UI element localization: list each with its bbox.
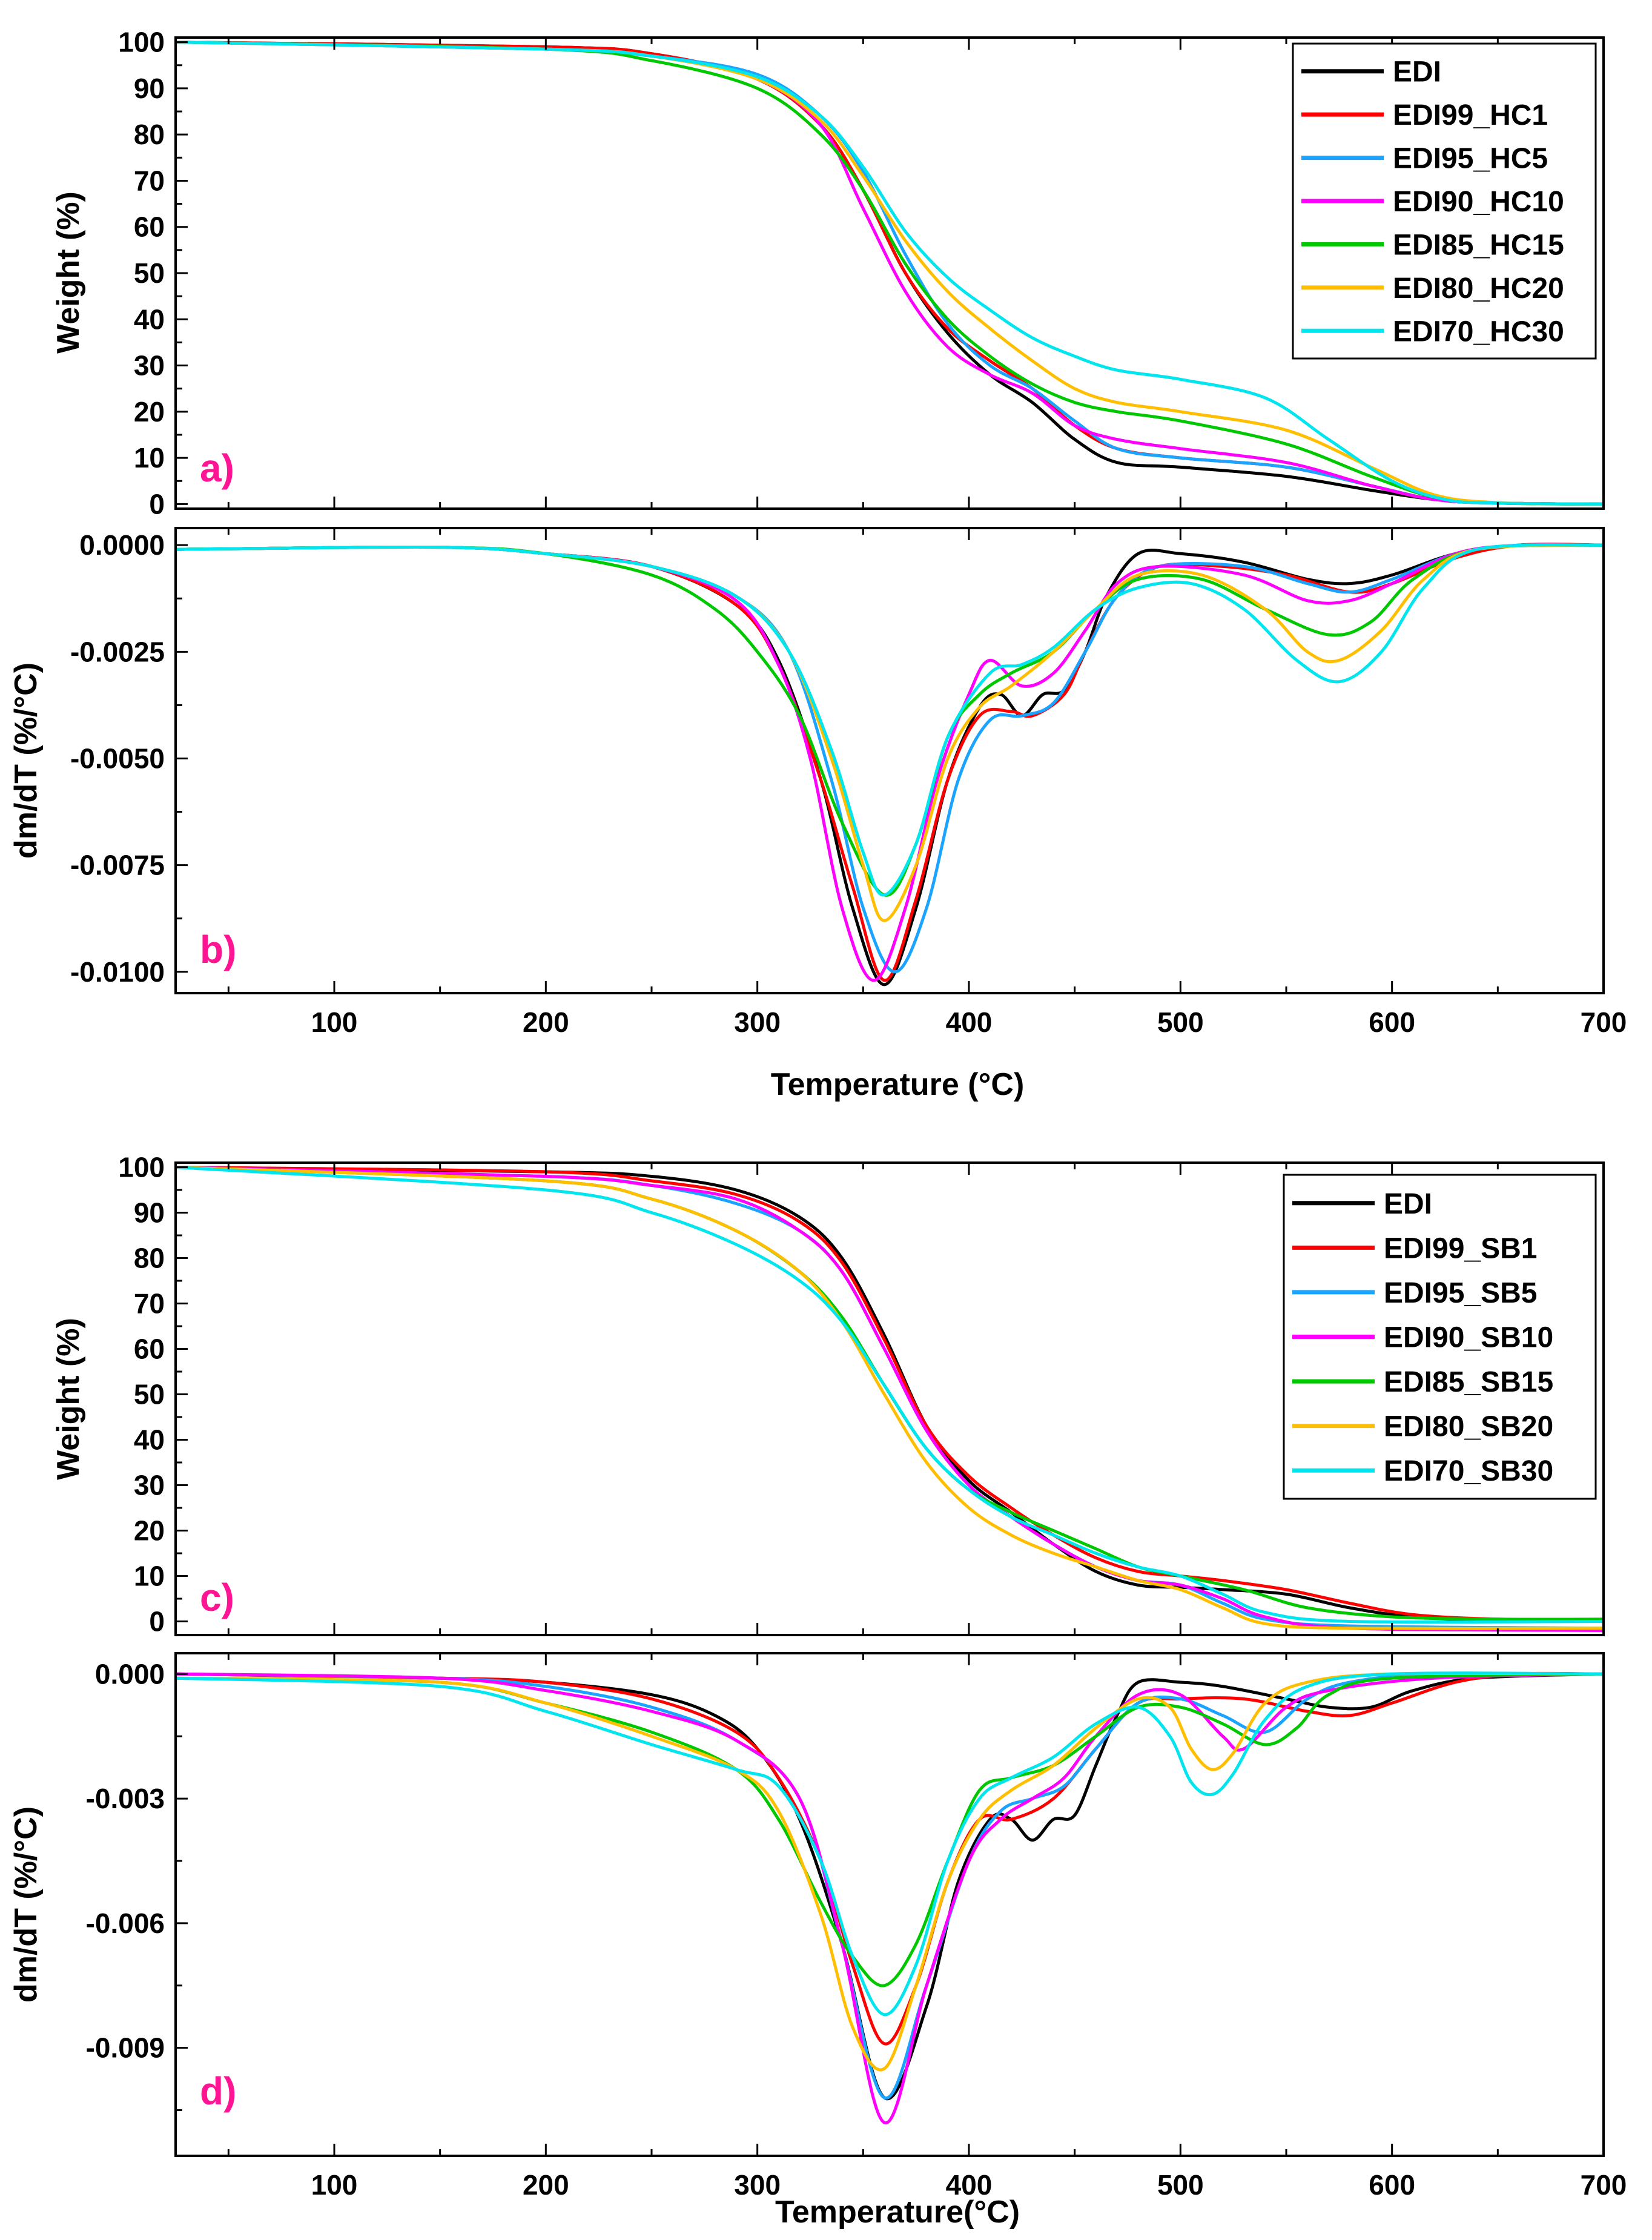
legend: EDI EDI99_HC1 EDI95_HC5 EDI90_HC10 EDI85_HC1… xyxy=(1292,42,1597,360)
x-tick-label: 500 xyxy=(1157,1006,1204,1038)
plot-frame xyxy=(174,527,1605,994)
x-tick-label: 300 xyxy=(734,2169,781,2201)
y-tick-label: 90 xyxy=(134,1197,165,1229)
y-tick-label: -0.003 xyxy=(86,1783,165,1814)
y-tick-label: 10 xyxy=(134,1561,165,1592)
series-line-edi70-sb30 xyxy=(176,1671,1604,2017)
x-tick-label: 700 xyxy=(1581,1006,1627,1038)
y-tick-label: 80 xyxy=(134,1243,165,1274)
x-tick-label: 300 xyxy=(734,1006,781,1038)
y-tick-label: 30 xyxy=(134,350,165,382)
y-tick-label: -0.0025 xyxy=(70,636,165,667)
x-tick-label: 500 xyxy=(1157,2169,1204,2201)
y-tick-label: 20 xyxy=(134,396,165,428)
panel-label: a) xyxy=(200,446,234,490)
legend-entry: EDI90_HC10 xyxy=(1393,186,1564,218)
panel-label: d) xyxy=(200,2069,236,2113)
y-axis-title: dm/dT (%/°C) xyxy=(8,1806,44,2003)
y-tick-label: 50 xyxy=(134,257,165,289)
y-tick-label: -0.0075 xyxy=(70,850,165,881)
y-tick-label: 100 xyxy=(118,27,165,58)
y-axis-title: Weight (%) xyxy=(51,1318,86,1480)
y-tick-label: 60 xyxy=(134,211,165,243)
series-line-edi99-sb1 xyxy=(176,1166,1604,1622)
legend-entry: EDI99_SB1 xyxy=(1384,1232,1537,1264)
panel-d: 100 200 300 400 500 600 700 0.000 -0.003 -0.006 -0… xyxy=(8,1652,1627,2201)
x-tick-label: 600 xyxy=(1369,2169,1415,2201)
panel-label: b) xyxy=(200,928,236,971)
series-line-edi70-hc30 xyxy=(176,41,1604,506)
x-tick-label: 400 xyxy=(946,1006,993,1038)
series-line-edi xyxy=(176,1672,1604,2101)
x-axis-title-bottom: Temperature(°C) xyxy=(775,2195,1020,2230)
series-line-edi70-hc30 xyxy=(176,543,1604,897)
legend-entry: EDI99_HC1 xyxy=(1393,99,1548,131)
series-line-edi70-sb30 xyxy=(176,1166,1604,1624)
y-tick-label: -0.0100 xyxy=(70,956,165,988)
y-axis-title: Weight (%) xyxy=(51,191,86,354)
panel-label: c) xyxy=(200,1576,234,1619)
legend-entry: EDI85_SB15 xyxy=(1384,1366,1553,1398)
x-tick-label: 200 xyxy=(523,2169,569,2201)
y-tick-label: 0.0000 xyxy=(79,529,165,561)
panel-b: 100 200 300 400 500 600 700 0.0000 -0.0025 -0.005… xyxy=(8,527,1627,1038)
y-tick-label: 50 xyxy=(134,1379,165,1410)
x-tick-label: 700 xyxy=(1581,2169,1627,2201)
x-tick-label: 100 xyxy=(311,2169,358,2201)
legend-entry: EDI95_SB5 xyxy=(1384,1277,1537,1309)
legend-entry: EDI70_SB30 xyxy=(1384,1455,1553,1487)
legend-entry: EDI80_SB20 xyxy=(1384,1411,1553,1443)
x-tick-label: 100 xyxy=(311,1006,358,1038)
x-tick-label: 600 xyxy=(1369,1006,1415,1038)
y-tick-label: -0.006 xyxy=(86,1908,165,1939)
y-tick-label: 0 xyxy=(149,1606,165,1637)
legend-entry: EDI70_HC30 xyxy=(1393,316,1564,348)
legend: EDI EDI99_SB1 EDI95_SB5 EDI90_SB10 EDI85_SB1… xyxy=(1283,1174,1597,1500)
series-line-edi90-sb10 xyxy=(176,1166,1604,1632)
y-tick-label: 90 xyxy=(134,73,165,104)
y-tick-label: -0.0050 xyxy=(70,742,165,774)
y-tick-label: 0 xyxy=(149,488,165,520)
legend-entry: EDI95_HC5 xyxy=(1393,143,1548,175)
series-line-edi xyxy=(176,1166,1604,1623)
y-tick-label: 70 xyxy=(134,1288,165,1320)
legend-entry: EDI xyxy=(1393,56,1441,88)
y-tick-label: 20 xyxy=(134,1515,165,1547)
y-tick-label: 0.000 xyxy=(95,1658,165,1690)
plot-frame xyxy=(174,1161,1605,1636)
y-tick-label: 10 xyxy=(134,442,165,474)
y-tick-label: -0.009 xyxy=(86,2032,165,2064)
series-line-edi80-sb20 xyxy=(176,1166,1604,1630)
y-axis-title: dm/dT (%/°C) xyxy=(8,662,44,859)
legend-entry: EDI90_SB10 xyxy=(1384,1322,1553,1354)
x-tick-label: 400 xyxy=(946,2169,993,2201)
legend-entry: EDI80_HC20 xyxy=(1393,273,1564,305)
y-tick-label: 40 xyxy=(134,1424,165,1456)
y-tick-label: 80 xyxy=(134,119,165,150)
series-line-edi80-sb20 xyxy=(176,1671,1604,2072)
series-line-edi85-hc15 xyxy=(176,41,1604,506)
y-tick-label: 100 xyxy=(118,1152,165,1183)
x-tick-label: 200 xyxy=(523,1006,569,1038)
plot-frame xyxy=(174,1652,1605,2157)
legend-entry: EDI85_HC15 xyxy=(1393,229,1564,261)
y-tick-label: 30 xyxy=(134,1470,165,1501)
x-axis-title-top: Temperature (°C) xyxy=(771,1067,1025,1102)
legend-box xyxy=(1292,42,1597,360)
series-line-edi90-sb10 xyxy=(176,1672,1604,2124)
y-tick-label: 60 xyxy=(134,1333,165,1365)
legend-entry: EDI xyxy=(1384,1188,1432,1220)
y-tick-label: 70 xyxy=(134,165,165,196)
y-tick-label: 40 xyxy=(134,303,165,335)
